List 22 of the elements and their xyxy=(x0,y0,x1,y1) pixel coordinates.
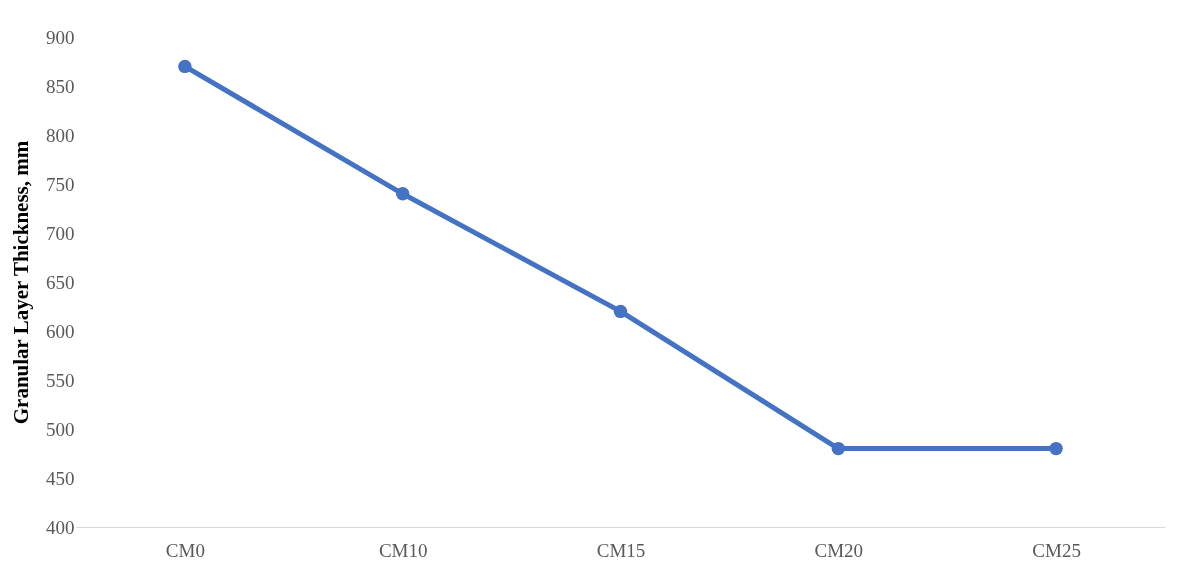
point xyxy=(395,187,410,201)
point xyxy=(178,59,192,74)
y-tick-label: 850 xyxy=(46,75,75,97)
x-tick-label: CM15 xyxy=(596,539,646,561)
x-tick-label: CM10 xyxy=(378,539,428,561)
x-tick-label: CM20 xyxy=(814,539,864,561)
y-axis-title: Granular Layer Thickness, mm xyxy=(9,140,33,425)
y-tick-label: 750 xyxy=(46,173,75,195)
y-tick-label: 500 xyxy=(46,418,75,440)
point xyxy=(613,304,628,319)
y-tick-label: 450 xyxy=(46,467,75,489)
y-tick-label: 900 xyxy=(46,26,75,48)
y-tick-label: 800 xyxy=(46,124,75,146)
point xyxy=(1049,441,1063,456)
y-tick-label: 700 xyxy=(46,222,75,244)
y-tick-label: 600 xyxy=(46,320,75,342)
y-tick-label: 550 xyxy=(46,369,75,391)
x-tick-label: CM25 xyxy=(1032,539,1081,561)
y-tick-label: 400 xyxy=(46,516,75,538)
y-tick-label: 650 xyxy=(46,271,75,293)
x-tick-label: CM0 xyxy=(165,539,205,561)
point xyxy=(831,441,846,456)
